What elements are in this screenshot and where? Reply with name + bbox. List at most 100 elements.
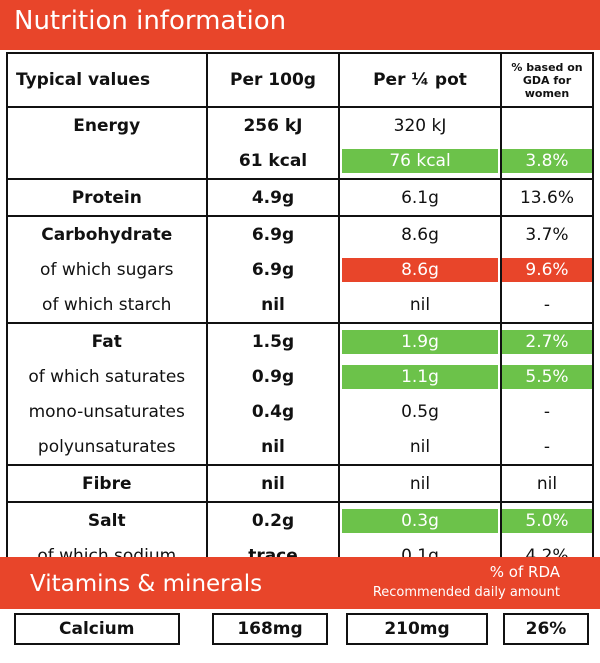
cell-text: Carbohydrate [41,224,173,245]
cell: Protein [8,180,206,215]
cell-text: Calcium [14,613,180,645]
cell: 0.5g [338,394,500,429]
cell-text: mono-unsaturates [28,401,185,422]
cell: - [500,394,592,429]
cell-text: 61 kcal [238,150,308,171]
cell-text: of which sugars [40,259,174,280]
cell: Carbohydrate [8,217,206,252]
cell: of which saturates [8,359,206,394]
cell-text: nil [409,473,431,494]
vitamins-title: Vitamins & minerals [30,571,263,597]
cell: - [500,287,592,322]
cell: mono-unsaturates [8,394,206,429]
cell-text: 9.6% [502,257,592,282]
cell: nil [206,429,338,464]
cell: polyunsaturates [8,429,206,464]
cell: 61 kcal [206,143,338,178]
cell-text: 1.9g [342,329,498,354]
row: Salt 0.2g 0.3g 5.0% [8,503,592,538]
cell: 0.2g [206,503,338,538]
cell: 13.6% [500,180,592,215]
cell-text: 0.9g [251,366,295,387]
cell-text: of which saturates [28,366,186,387]
cell-text: nil [261,436,285,457]
cell-text: 1.5g [251,331,295,352]
cell-text: nil [261,294,285,315]
cell: 4.9g [206,180,338,215]
cell: 256 kJ [206,108,338,143]
cell: - [500,429,592,464]
cell: 76 kcal [338,143,500,178]
cell-text: nil [409,294,431,315]
cell-text: 6.9g [251,224,295,245]
cell-text: 2.7% [502,329,592,354]
cell: Energy [8,108,206,143]
row: Fibre nil nil nil [8,466,592,501]
cell: 5.5% [500,359,592,394]
cell: nil [338,429,500,464]
cell: 6.9g [206,252,338,287]
column-header: % based on GDA for women [500,54,592,106]
column-header: Per 100g [206,54,338,106]
cell-text: 5.5% [502,364,592,389]
cell: 2.7% [500,324,592,359]
cell-text: 8.6g [342,257,498,282]
cell: 0.3g [338,503,500,538]
row: 61 kcal 76 kcal 3.8% [8,143,592,178]
cell-text: 6.9g [251,259,295,280]
cell: 8.6g [338,252,500,287]
row-group: Energy 256 kJ 320 kJ 61 kcal 76 kcal 3.8% [8,108,592,180]
row-group: Fibre nil nil nil [8,466,592,503]
cell: Fat [8,324,206,359]
cell-text: 1.1g [342,364,498,389]
cell: nil [338,466,500,501]
cell-text: 6.1g [401,187,439,208]
cell: 26% [498,609,594,649]
cell: Fibre [8,466,206,501]
cell: Salt [8,503,206,538]
row: Protein 4.9g 6.1g 13.6% [8,180,592,215]
cell [500,108,592,143]
cell: nil [500,466,592,501]
cell: 168mg [204,609,336,649]
cell-text: 210mg [346,613,488,645]
cell-text: Energy [73,115,141,136]
cell: nil [338,287,500,322]
cell: 6.1g [338,180,500,215]
cell: 8.6g [338,217,500,252]
cell-text: nil [536,473,558,494]
cell: 0.4g [206,394,338,429]
cell-text: - [543,294,551,315]
cell-text: Protein [71,187,142,208]
title: Nutrition information [14,6,287,36]
cell-text: - [543,401,551,422]
cell-text: 3.8% [502,148,592,173]
cell-text: 0.4g [251,401,295,422]
cell: 1.9g [338,324,500,359]
cell-text: polyunsaturates [37,436,176,457]
row: of which sugars 6.9g 8.6g 9.6% [8,252,592,287]
cell: 210mg [336,609,498,649]
cell-text: 320 kJ [393,115,447,136]
header-row: Typical values Per 100g Per ¼ pot% based o… [8,54,592,108]
row: mono-unsaturates 0.4g 0.5g - [8,394,592,429]
cell-text: 0.5g [401,401,439,422]
cell-text: 168mg [211,613,329,645]
cell-text: 76 kcal [342,148,498,173]
cell-text: 0.3g [342,508,498,533]
cell: of which starch [8,287,206,322]
row: Carbohydrate 6.9g 8.6g 3.7% [8,217,592,252]
cell-text: Fibre [81,473,132,494]
header-bar: Nutrition information [0,0,600,50]
row: of which starch nil nil - [8,287,592,322]
row: polyunsaturates nil nil - [8,429,592,464]
cell: 6.9g [206,217,338,252]
cell-text: 26% [503,613,589,645]
cell: 1.5g [206,324,338,359]
row-group: Protein 4.9g 6.1g 13.6% [8,180,592,217]
rda-detail: Recommended daily amount [372,585,560,600]
cell: 0.9g [206,359,338,394]
row-group: Fat 1.5g 1.9g 2.7% of which saturates 0.9g 1.1… [8,324,592,466]
cell: 1.1g [338,359,500,394]
